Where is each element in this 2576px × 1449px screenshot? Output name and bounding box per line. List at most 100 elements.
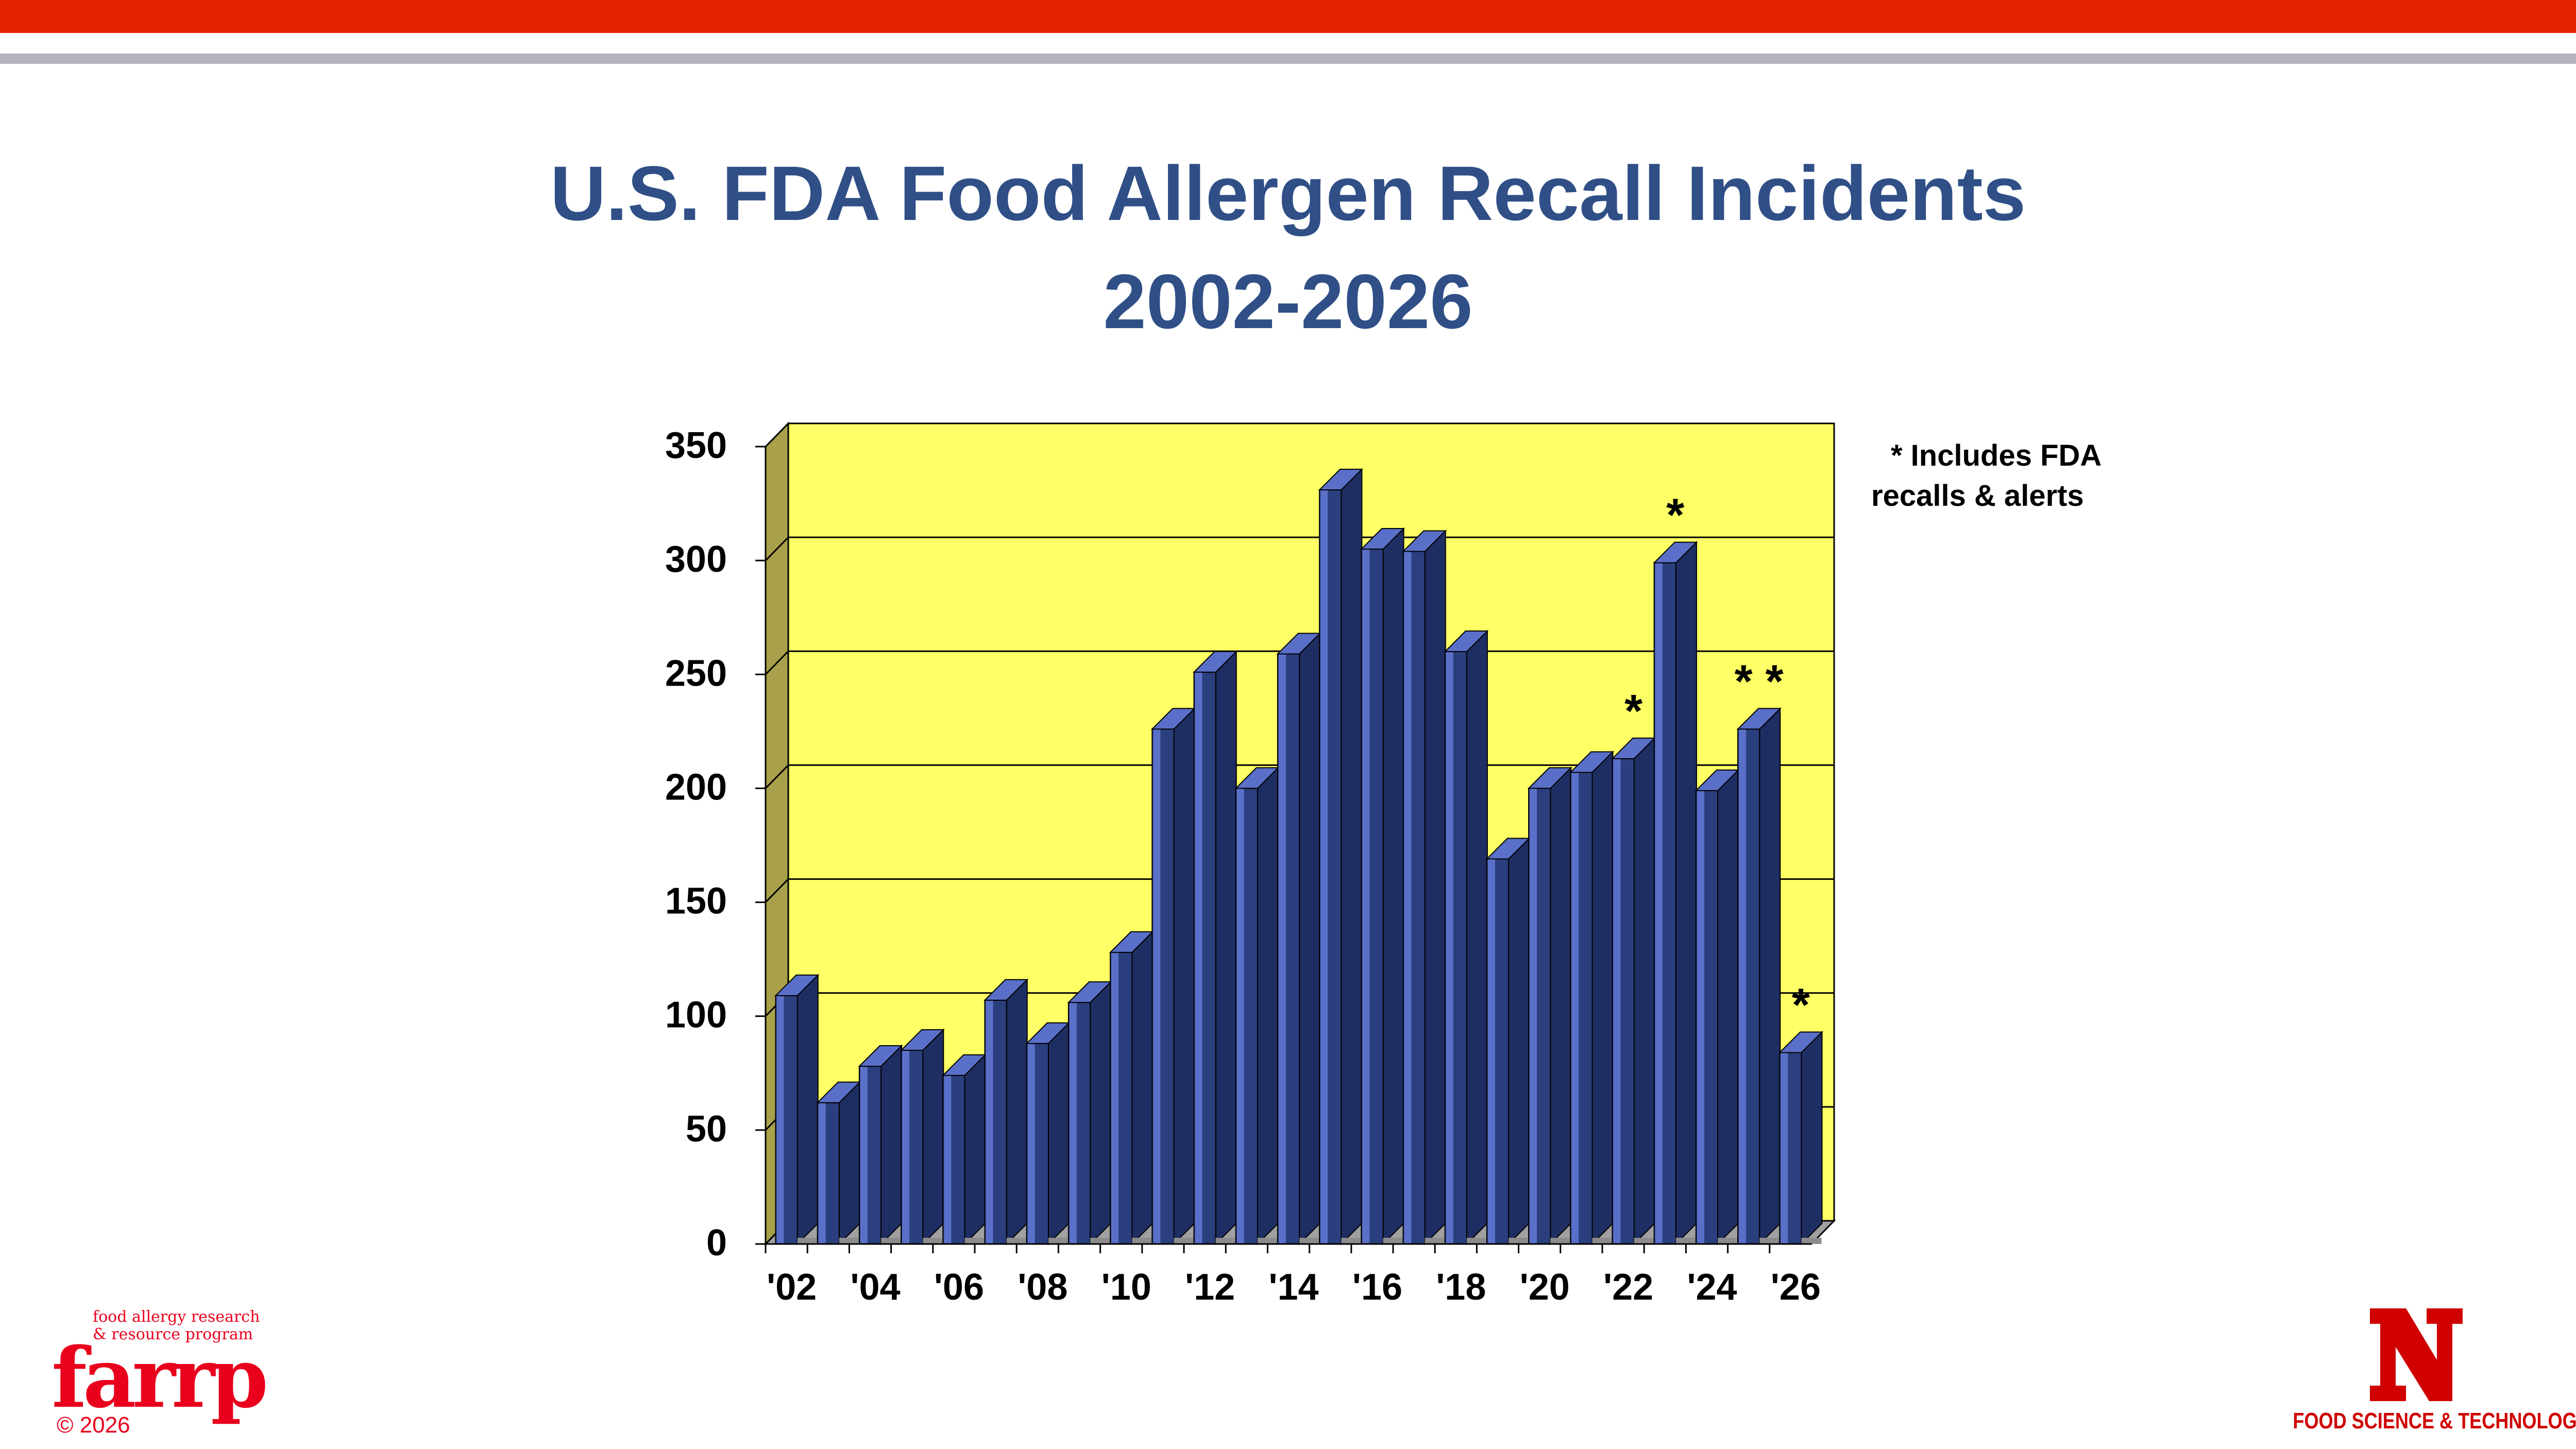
bar-side (1717, 769, 1739, 1246)
bar-shadow (1383, 1238, 1403, 1244)
bar (1402, 530, 1447, 1246)
bar-highlight (1781, 1052, 1788, 1244)
bar-annotation: * (1792, 979, 1810, 1031)
bar-side (1382, 527, 1404, 1246)
bar-annotation: * (1624, 686, 1642, 737)
bar-side (1173, 707, 1195, 1246)
bar-shadow (1466, 1238, 1487, 1244)
farrp-tagline-1: food allergy research (93, 1308, 260, 1326)
bar-shadow (1801, 1238, 1822, 1244)
x-axis: '02 '04 '06 '08 '10 '12 '14 '16 '18 '20 '22 '24 '26 (765, 1243, 1821, 1308)
bar (1193, 650, 1238, 1246)
bar-shadow (1592, 1238, 1613, 1244)
bar-highlight (986, 1000, 993, 1244)
food-science-label: FOOD SCIENCE & TECHNOLOGY (2293, 1408, 2576, 1434)
bar-top (1360, 528, 1405, 550)
farrp-logo: food allergy research & resource program… (52, 1308, 268, 1442)
bar-annotation: * * (1735, 656, 1784, 707)
grid-line-side (765, 878, 789, 903)
bar-side (1675, 541, 1697, 1246)
farrp-tagline-2: & resource program (93, 1325, 253, 1343)
bar (1778, 1031, 1823, 1246)
bar-annotation: * (1666, 490, 1684, 541)
bar-shadow (1675, 1238, 1696, 1244)
bar-side (1215, 650, 1237, 1246)
bar (774, 974, 820, 1246)
x-tick-label: '24 (1687, 1267, 1737, 1308)
bar-side (1633, 737, 1655, 1246)
bar-highlight (1069, 1002, 1077, 1244)
bar-top (1778, 1031, 1823, 1053)
copyright-text: © 2026 (57, 1412, 130, 1438)
bar-side (1801, 1031, 1823, 1246)
bar (1694, 769, 1740, 1246)
bar (1653, 541, 1698, 1246)
bar-top (1653, 541, 1698, 564)
bar (1485, 837, 1531, 1246)
bar (1569, 751, 1614, 1246)
bar-side (880, 1044, 903, 1246)
bar-highlight (860, 1066, 868, 1244)
bar-highlight (902, 1050, 910, 1244)
bar-highlight (1111, 952, 1119, 1244)
title-line-2: 2002-2026 (1103, 258, 1473, 345)
bar-shadow (1174, 1238, 1194, 1244)
bar-shadow (1550, 1238, 1571, 1244)
footnote-line-2: recalls & alerts (1871, 479, 2084, 513)
bar-highlight (944, 1075, 952, 1244)
bar-highlight (1278, 654, 1286, 1244)
bar-highlight (1236, 788, 1244, 1244)
bar-shadow (797, 1238, 818, 1244)
x-tick-label: '06 (934, 1267, 984, 1308)
bar-highlight (1739, 729, 1747, 1244)
y-tick-label: 300 (665, 539, 727, 580)
bar-highlight (1613, 758, 1621, 1244)
bar-top (1736, 708, 1782, 730)
bar-shadow (1006, 1238, 1027, 1244)
bar-highlight (1362, 549, 1370, 1244)
header-gray-stripe (0, 54, 2576, 64)
bar-shadow (1132, 1238, 1153, 1244)
bar-shadow (1509, 1238, 1529, 1244)
bars (774, 468, 1823, 1246)
header-red-stripe (0, 0, 2576, 33)
bar-highlight (1195, 672, 1202, 1244)
bar-shadow (923, 1238, 943, 1244)
y-tick-label: 100 (665, 995, 727, 1036)
bar (858, 1044, 903, 1246)
bar-shadow (1215, 1238, 1236, 1244)
bar-side (1090, 980, 1112, 1246)
bar (1360, 527, 1405, 1246)
bar-side (1466, 629, 1488, 1246)
bar (1318, 468, 1363, 1246)
bar-side (922, 1028, 944, 1246)
bar-shadow (881, 1238, 902, 1244)
chart-footnote: * Includes FDA recalls & alerts (1871, 436, 2102, 516)
bar-shadow (1090, 1238, 1111, 1244)
grid-line-side (765, 422, 789, 448)
bar-shadow (1759, 1238, 1780, 1244)
bar-shadow (1048, 1238, 1069, 1244)
y-axis: 0 50 100 150 200 250 300 350 (665, 425, 766, 1264)
bar-highlight (1153, 729, 1161, 1244)
bar (1736, 707, 1782, 1246)
bar-side (1424, 530, 1446, 1246)
bar-side (1006, 978, 1028, 1246)
bar-side (1299, 632, 1321, 1246)
bar-top (900, 1029, 945, 1051)
grid-line-side (765, 537, 789, 561)
y-tick-label: 150 (665, 881, 727, 922)
bar (1234, 766, 1280, 1246)
bar-highlight (1697, 790, 1704, 1244)
bar-shadow (964, 1238, 985, 1244)
bar (941, 1053, 987, 1246)
bar-top (1402, 530, 1447, 552)
x-tick-label: '22 (1603, 1267, 1653, 1308)
bar-top (1193, 651, 1238, 673)
grid-line-side (765, 651, 789, 675)
nebraska-n-icon (2370, 1308, 2463, 1401)
bar-highlight (776, 995, 784, 1244)
bar-top (1569, 751, 1614, 773)
bar-top (1527, 767, 1572, 789)
bar (1109, 930, 1154, 1246)
